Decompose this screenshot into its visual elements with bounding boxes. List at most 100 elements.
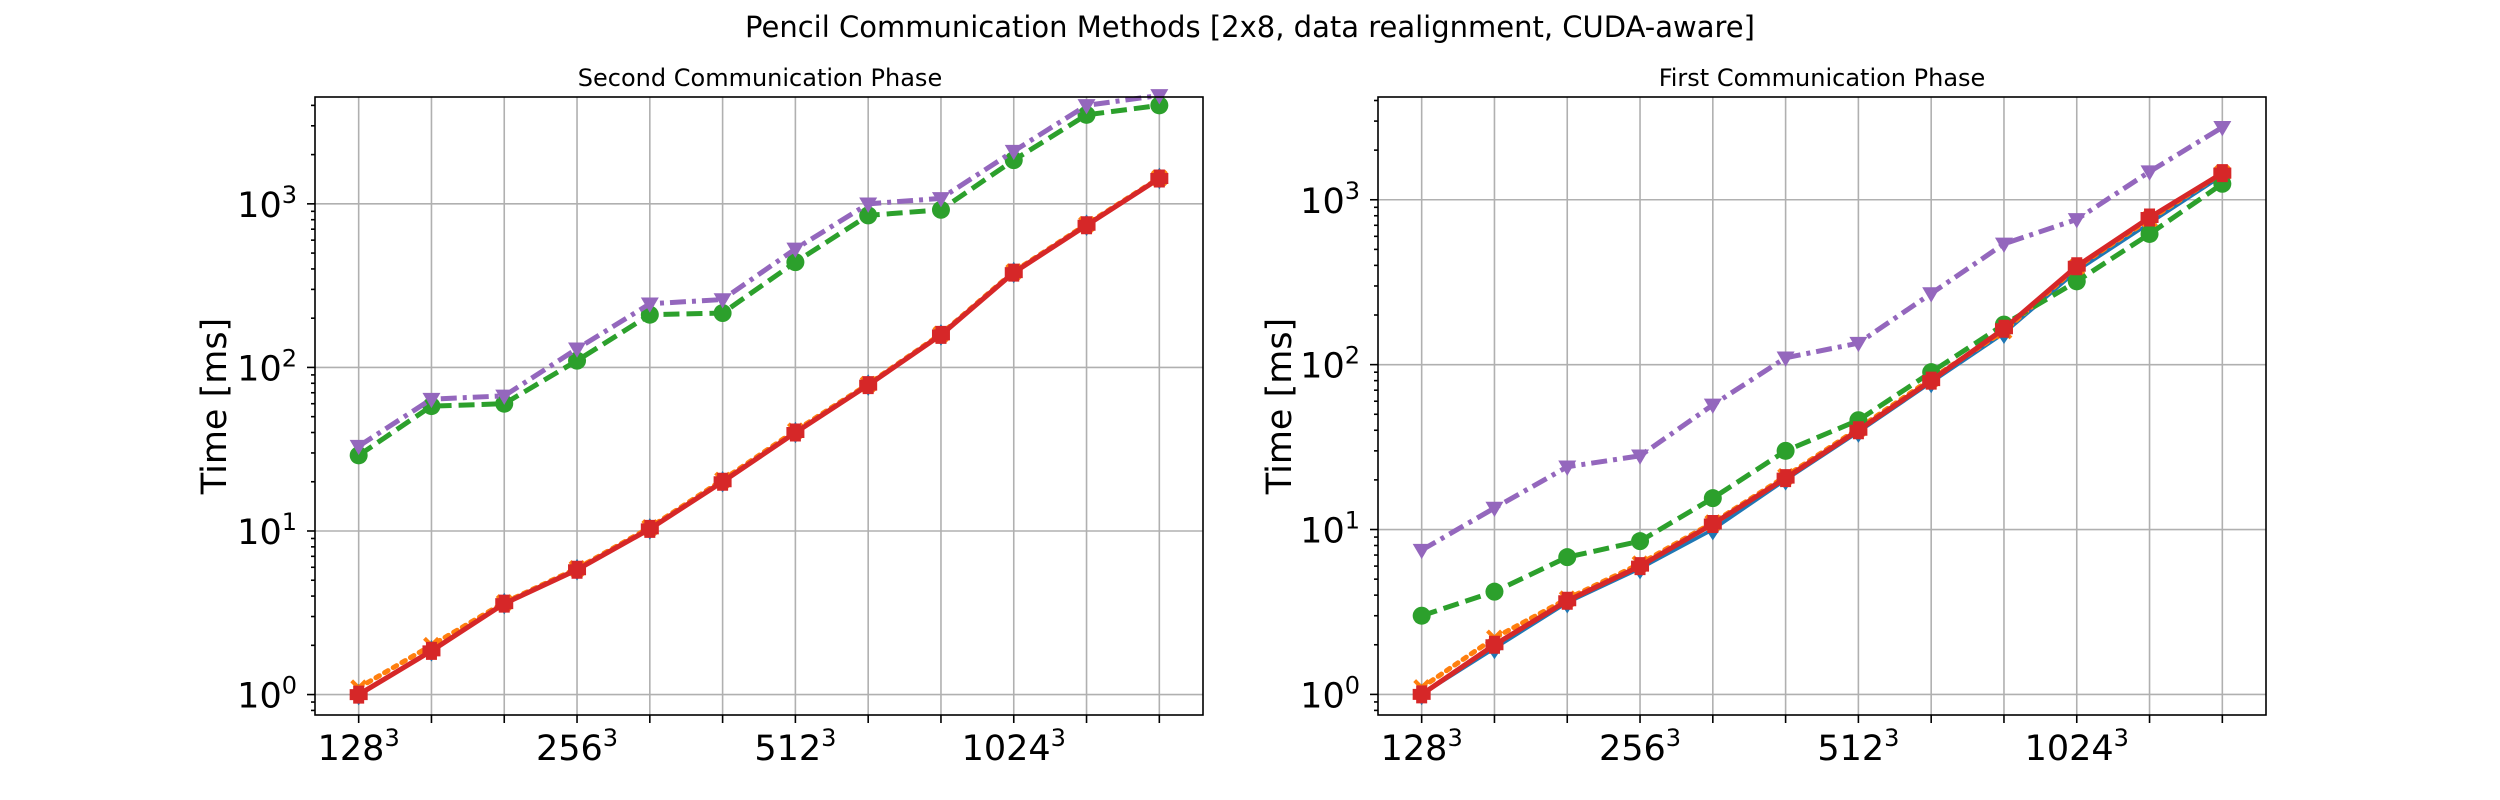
series-line xyxy=(1420,125,2224,553)
grid xyxy=(315,97,1203,715)
data-point xyxy=(495,389,514,405)
data-point xyxy=(1703,398,1722,414)
y-axis-label: Time [ms] xyxy=(195,318,235,495)
data-point xyxy=(1004,263,1023,282)
data-point xyxy=(786,242,805,258)
data-point xyxy=(1485,582,1504,601)
series-4 xyxy=(1412,164,2232,704)
series-line xyxy=(357,102,1160,458)
data-point xyxy=(1558,460,1577,476)
data-point xyxy=(931,325,950,344)
x-tick-label: 1283 xyxy=(1381,724,1463,769)
data-point xyxy=(1631,532,1650,551)
data-point xyxy=(1077,216,1096,235)
data-point xyxy=(640,305,659,324)
data-point xyxy=(713,304,732,323)
data-point xyxy=(786,423,805,442)
series-line xyxy=(1420,171,2224,697)
data-point xyxy=(349,685,368,704)
series-3 xyxy=(1412,174,2232,625)
data-point xyxy=(640,519,659,538)
data-point xyxy=(568,351,587,370)
data-point xyxy=(1485,501,1504,518)
data-point xyxy=(422,641,441,660)
x-tick-label: 2563 xyxy=(536,724,618,769)
series-2 xyxy=(350,169,1168,697)
series-4 xyxy=(349,169,1169,704)
y-tick-label: 102 xyxy=(237,344,297,389)
data-point xyxy=(640,297,659,313)
axes-frame xyxy=(1377,96,2267,716)
data-point xyxy=(1558,548,1577,567)
series-5 xyxy=(1412,121,2232,560)
data-point xyxy=(1849,336,1868,353)
data-point xyxy=(1412,685,1431,704)
data-point xyxy=(713,472,732,491)
data-point xyxy=(859,197,878,213)
data-point xyxy=(1558,591,1577,610)
series-line xyxy=(357,176,1161,697)
ticks: 100 101 102 103 1283 2563 5123 10243 xyxy=(1300,99,2224,769)
y-tick-label: 100 xyxy=(237,672,297,717)
y-tick-label: 103 xyxy=(1300,177,1360,222)
y-tick-label: 103 xyxy=(237,181,297,226)
x-tick-label: 10243 xyxy=(962,724,1066,769)
data-point xyxy=(349,446,368,465)
data-point xyxy=(422,392,441,409)
data-point xyxy=(931,200,950,219)
data-point xyxy=(1077,105,1096,124)
y-tick-label: 100 xyxy=(1300,671,1360,716)
series-line xyxy=(1420,181,2224,619)
y-tick-label: 101 xyxy=(237,508,297,553)
data-point xyxy=(1412,606,1431,625)
data-point xyxy=(1776,469,1795,488)
data-point xyxy=(786,253,805,272)
data-point xyxy=(1631,449,1650,465)
data-point xyxy=(1004,151,1023,170)
axes-frame xyxy=(314,96,1204,716)
data-point xyxy=(1150,169,1169,188)
data-point xyxy=(931,192,950,208)
data-point xyxy=(2213,164,2232,183)
data-point xyxy=(1150,96,1169,115)
data-point xyxy=(859,206,878,225)
data-point xyxy=(1922,287,1941,303)
y-tick-label: 101 xyxy=(1300,507,1360,552)
grid xyxy=(1378,97,2266,715)
data-point xyxy=(2140,224,2159,243)
x-tick-label: 5123 xyxy=(1817,724,1899,769)
x-tick-label: 10243 xyxy=(2025,724,2129,769)
series-3 xyxy=(349,96,1169,465)
data-point xyxy=(1077,99,1096,115)
figure-title: Pencil Communication Methods [2x8, data … xyxy=(745,10,1755,44)
panel-title: First Communication Phase xyxy=(1659,64,1986,92)
data-point xyxy=(1776,441,1795,460)
x-tick-label: 5123 xyxy=(754,724,836,769)
data-point xyxy=(349,439,368,456)
data-point xyxy=(1703,515,1722,534)
ticks: 100 101 102 103 1283 2563 5123 10243 xyxy=(237,104,1161,769)
data-point xyxy=(568,560,587,579)
panel-title: Second Communication Phase xyxy=(578,64,942,92)
data-point xyxy=(1412,543,1431,560)
data-point xyxy=(2067,213,2086,229)
data-point xyxy=(713,293,732,309)
y-tick-label: 102 xyxy=(1300,342,1360,387)
data-point xyxy=(495,594,514,613)
data-point xyxy=(1994,319,2013,338)
series-line xyxy=(357,92,1160,449)
data-point xyxy=(2067,257,2086,276)
data-point xyxy=(2213,121,2232,137)
data-point xyxy=(2140,208,2159,227)
data-point xyxy=(568,342,587,358)
data-point xyxy=(2140,165,2159,181)
data-point xyxy=(1485,635,1504,654)
data-point xyxy=(1922,371,1941,390)
data-point xyxy=(859,376,878,395)
panel-second-communication-phase: Second Communication Phase Time [ms] 100… xyxy=(195,64,1204,769)
data-point xyxy=(1703,489,1722,508)
data-point xyxy=(2067,272,2086,291)
x-tick-label: 2563 xyxy=(1599,724,1681,769)
